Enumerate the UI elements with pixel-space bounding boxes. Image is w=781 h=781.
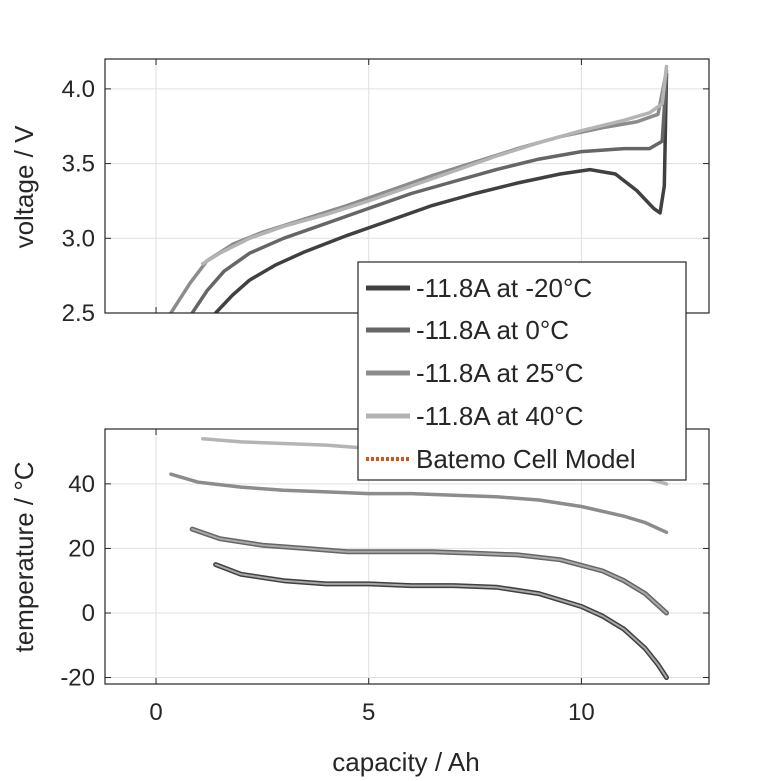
legend-entry: -11.8A at 0°C [366, 315, 569, 345]
legend-entry: -11.8A at 40°C [366, 401, 583, 431]
voltage-series-line [190, 72, 669, 313]
legend-label: Batemo Cell Model [416, 444, 636, 474]
x-tick-label: 5 [362, 699, 375, 726]
temperature-y-tick-label: 40 [68, 471, 95, 498]
voltage-y-tick-label: 4.0 [62, 76, 95, 103]
legend-box [357, 261, 687, 481]
temperature-model-band [214, 563, 668, 679]
legend-entry: -11.8A at 25°C [366, 358, 583, 388]
legend-entry: Batemo Cell Model [366, 444, 636, 474]
temperature-y-tick-label: 20 [68, 535, 95, 562]
temperature-series-line [189, 526, 669, 616]
temperature-axis-label: temperature / °C [9, 461, 39, 652]
capacity-axis-label: capacity / Ah [332, 747, 479, 777]
legend-label: -11.8A at 0°C [416, 315, 569, 345]
x-tick-label: 10 [568, 699, 595, 726]
voltage-axes: 2.5 3.0 3.5 4.0 [62, 58, 710, 327]
legend-label: -11.8A at 40°C [416, 401, 583, 431]
x-tick-label: 0 [149, 699, 162, 726]
temperature-model-band [191, 528, 668, 614]
voltage-series-line [213, 72, 669, 313]
legend-entry: -11.8A at -20°C [366, 273, 592, 303]
temperature-series-line [169, 472, 669, 535]
voltage-axis-label: voltage / V [9, 125, 39, 249]
temperature-y-tick-label: 0 [82, 600, 95, 627]
voltage-y-tick-label: 3.0 [62, 225, 95, 252]
legend: -11.8A at -20°C -11.8A at 0°C -11.8A at … [357, 261, 687, 481]
voltage-series-line [201, 64, 669, 266]
legend-label: -11.8A at -20°C [416, 273, 592, 303]
voltage-y-tick-label: 3.5 [62, 151, 95, 178]
temperature-axes: -20 0 20 40 0 5 10 [60, 428, 710, 726]
legend-label: -11.8A at 25°C [416, 358, 583, 388]
temperature-y-tick-label: -20 [60, 665, 95, 692]
voltage-y-tick-label: 2.5 [62, 300, 95, 327]
